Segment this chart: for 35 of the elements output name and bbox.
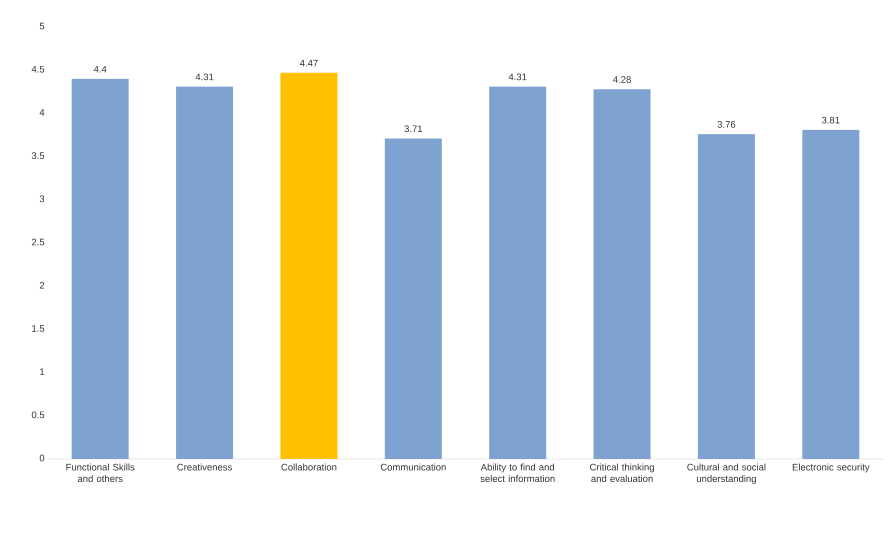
- y-tick-label: 1: [40, 368, 44, 375]
- y-tick-label: 4.5: [32, 66, 44, 73]
- y-tick-label: 0.5: [32, 411, 44, 418]
- x-tick-label: Functional Skills and others: [66, 464, 134, 482]
- y-tick-label: 5: [40, 22, 44, 30]
- data-label: 4.47: [300, 60, 318, 66]
- data-label: 4.31: [196, 74, 214, 80]
- y-tick-label: 2: [40, 282, 44, 288]
- bar: [72, 78, 129, 459]
- y-tick-label: 3: [40, 195, 44, 202]
- data-label: 4.31: [508, 74, 526, 80]
- y-tick-label: 1.5: [32, 325, 44, 332]
- x-tick-label: Collaboration: [281, 464, 336, 471]
- data-label: 4.4: [94, 66, 107, 72]
- bar: [698, 134, 755, 459]
- bar: [280, 72, 338, 459]
- bar: [594, 89, 651, 459]
- x-tick-label: Creativeness: [177, 464, 232, 471]
- y-tick-label: 2.5: [32, 238, 44, 246]
- x-tick-label: Cultural and social understanding: [687, 464, 766, 484]
- bar: [384, 138, 442, 459]
- x-tick-label: Electronic security: [792, 464, 870, 472]
- y-tick-label: 0: [40, 454, 44, 462]
- data-label: 4.28: [613, 76, 631, 83]
- data-label: 3.76: [718, 121, 736, 128]
- x-tick-label: Communication: [380, 464, 446, 471]
- y-tick-label: 4: [40, 109, 44, 116]
- data-label: 3.71: [404, 125, 422, 132]
- bar: [489, 86, 546, 459]
- bar: [176, 86, 234, 459]
- y-tick-label: 3.5: [32, 152, 44, 159]
- x-tick-label: Critical thinking and evaluation: [590, 464, 654, 482]
- bar: [802, 130, 860, 459]
- x-tick-label: Ability to find and select information: [480, 464, 555, 482]
- data-label: 3.81: [822, 116, 840, 124]
